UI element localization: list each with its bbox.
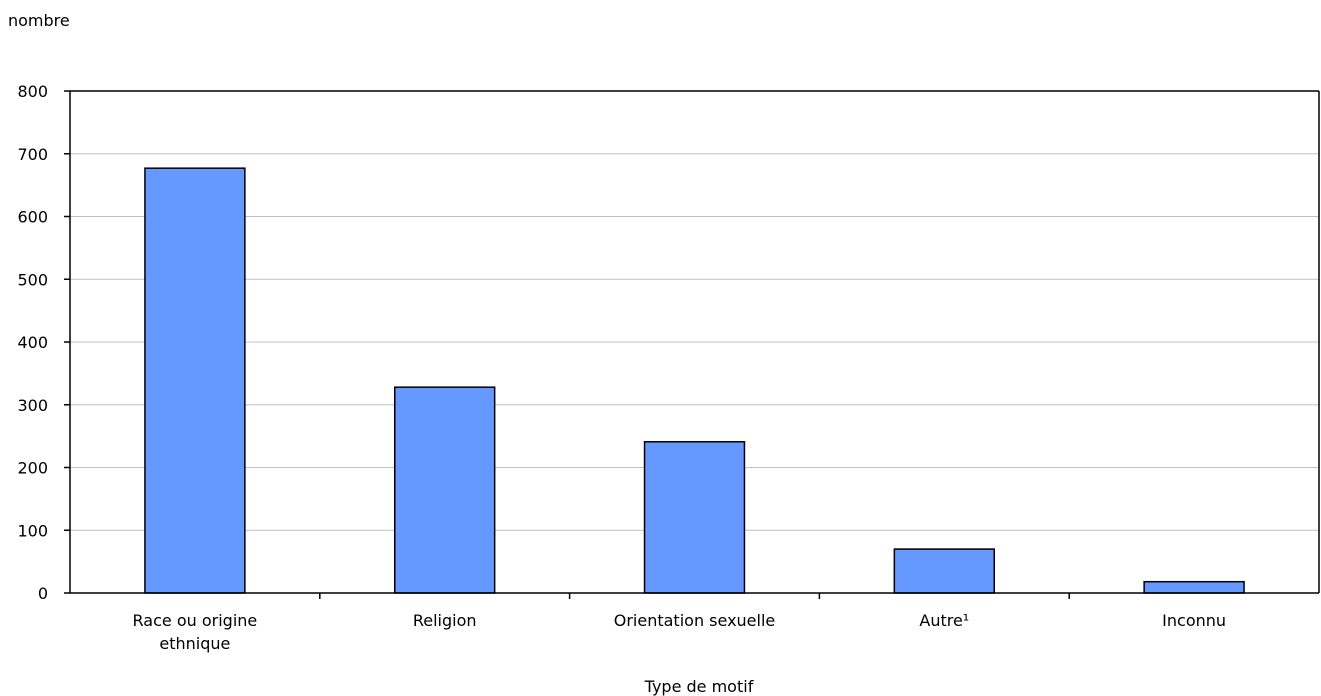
y-tick-label: 500	[17, 270, 48, 289]
bar-0	[144, 167, 246, 594]
y-tick-label: 800	[17, 82, 48, 101]
bar-4	[1143, 580, 1245, 594]
bars	[144, 167, 1245, 594]
y-tick-labels: 0 100 200 300 400 500 600 700 800	[17, 82, 48, 603]
x-tick-label: Orientation sexuelle	[614, 611, 776, 630]
x-tick-label: Inconnu	[1162, 611, 1226, 630]
y-tick-label: 100	[17, 521, 48, 540]
x-tick-labels: Race ou origine ethnique Religion Orientati…	[133, 611, 1226, 653]
x-tick-label: Religion	[413, 611, 477, 630]
gridlines	[70, 90, 1319, 531]
y-axis-label: nombre	[8, 11, 70, 30]
x-tick-label: ethnique	[159, 634, 230, 653]
bar-3	[893, 548, 996, 594]
axes	[64, 90, 1320, 599]
x-axis-label: Type de motif	[644, 677, 754, 696]
y-tick-label: 700	[17, 145, 48, 164]
y-tick-label: 300	[17, 396, 48, 415]
y-tick-label: 600	[17, 208, 48, 227]
y-tick-label: 400	[17, 333, 48, 352]
bar-2	[643, 441, 746, 594]
bar-1	[393, 386, 496, 594]
y-tick-label: 200	[17, 459, 48, 478]
x-tick-label: Race ou origine	[133, 611, 258, 630]
y-tick-label: 0	[38, 584, 48, 603]
x-tick-label: Autre¹	[919, 611, 969, 630]
